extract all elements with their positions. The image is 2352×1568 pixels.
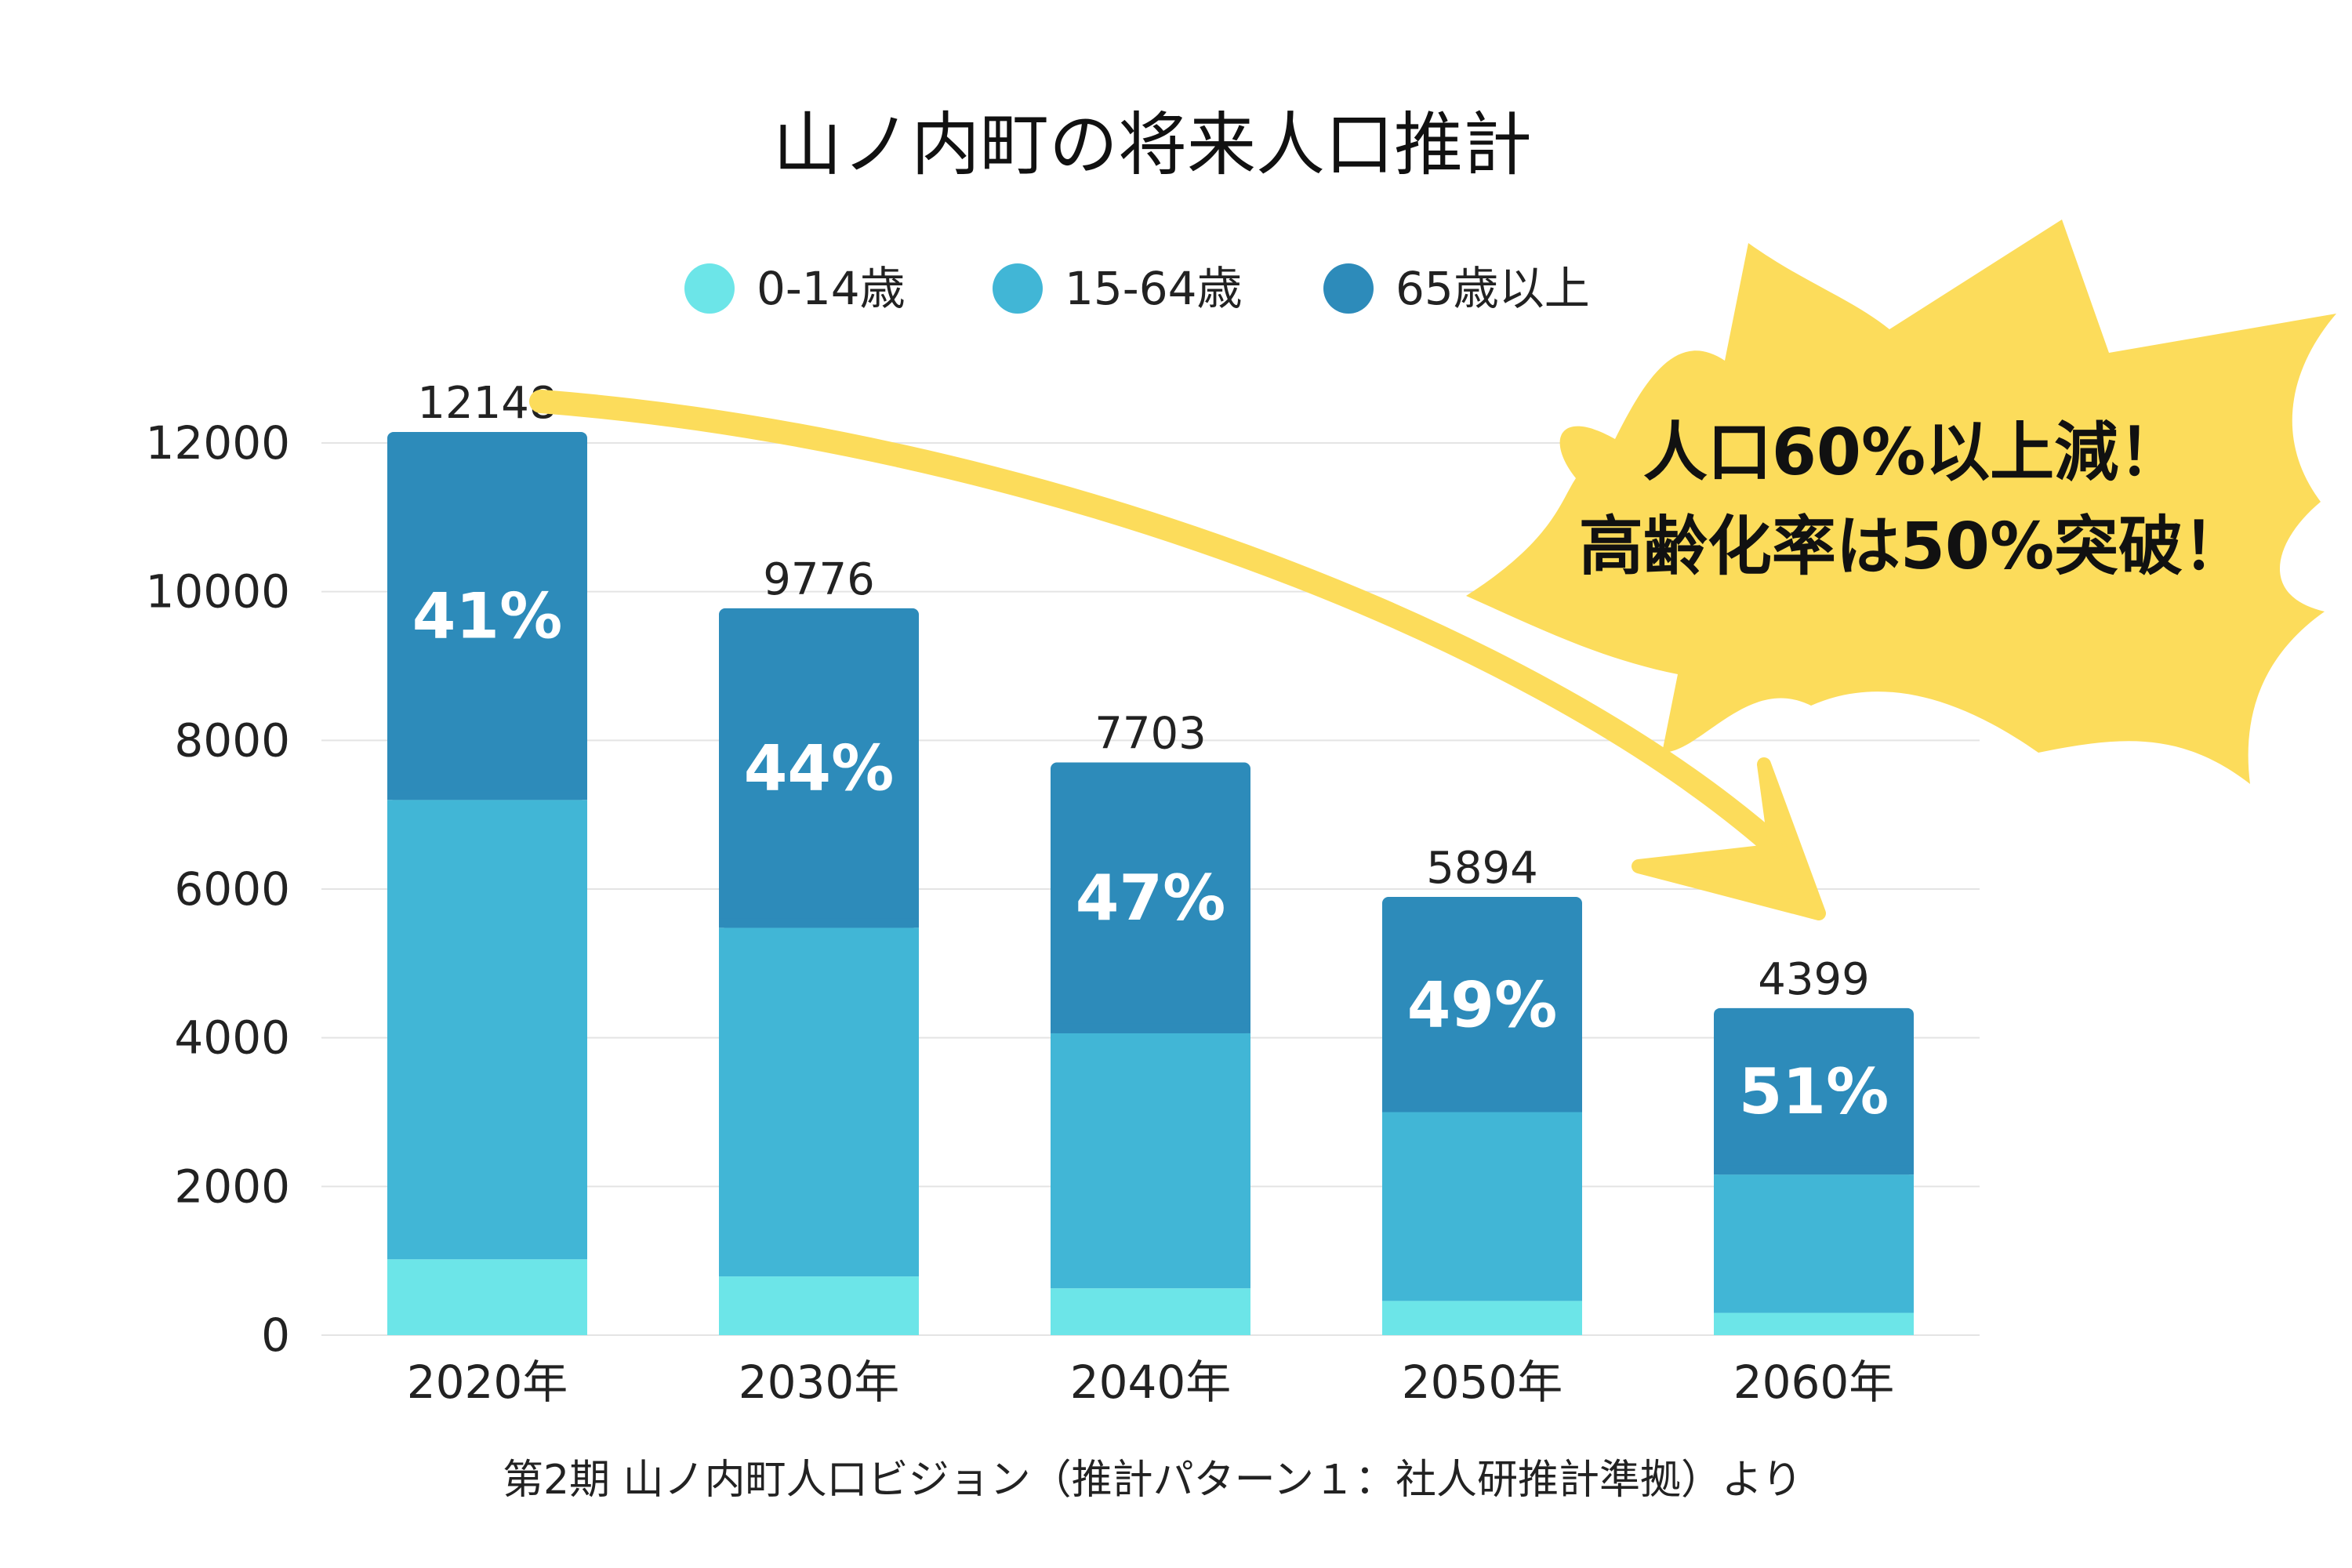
trend-arrow-shaft xyxy=(529,390,1791,862)
y-tick-label: 10000 xyxy=(145,565,290,619)
bar-segment-0-14 xyxy=(1382,1301,1582,1335)
total-label: 9776 xyxy=(763,554,875,605)
x-axis-labels: 2020年 2030年 2040年 2050年 2060年 xyxy=(407,1356,1895,1409)
bar-segment-0-14 xyxy=(1714,1312,1914,1335)
total-label: 7703 xyxy=(1094,708,1207,759)
legend-swatch-65plus xyxy=(1323,263,1374,314)
elderly-ratio-label: 49% xyxy=(1407,968,1557,1041)
bar-segment-65plus xyxy=(387,431,587,800)
x-tick-label: 2040年 xyxy=(1070,1356,1232,1409)
bar-group: 44% 9776 xyxy=(719,554,919,1335)
bar-segment-0-14 xyxy=(719,1276,919,1335)
bar-segment-65plus-base xyxy=(719,918,919,928)
burst-callout: 人口60%以上減！ 高齢化率は50%突破！ xyxy=(1466,220,2336,784)
bar-segment-65plus xyxy=(1051,762,1250,1033)
elderly-ratio-label: 51% xyxy=(1739,1055,1889,1128)
y-tick-label: 12000 xyxy=(145,416,290,470)
y-tick-label: 8000 xyxy=(174,713,290,767)
bar-segment-65plus-base xyxy=(387,790,587,800)
elderly-ratio-label: 41% xyxy=(412,580,562,653)
bar-segment-65plus-base xyxy=(1382,1102,1582,1112)
elderly-ratio-label: 44% xyxy=(744,732,894,805)
x-tick-label: 2050年 xyxy=(1402,1356,1563,1409)
bar-segment-15-64 xyxy=(719,927,919,1277)
bar-segment-65plus xyxy=(719,608,919,928)
bar-segment-65plus-base xyxy=(1714,1165,1914,1175)
legend-label-15-64: 15-64歳 xyxy=(1065,262,1243,315)
legend-item-65plus: 65歳以上 xyxy=(1323,262,1590,315)
burst-shape xyxy=(1466,220,2336,784)
x-tick-label: 2020年 xyxy=(407,1356,568,1409)
bar-segment-65plus xyxy=(1382,897,1582,1112)
bar-group: 41%12148 xyxy=(387,378,587,1335)
total-label: 5894 xyxy=(1426,843,1538,894)
bar-segment-15-64 xyxy=(1051,1033,1250,1289)
chart-title: 山ノ内町の将来人口推計 xyxy=(773,104,1532,185)
bar-segment-0-14 xyxy=(387,1259,587,1335)
legend-label-0-14: 0-14歳 xyxy=(757,262,906,315)
bar-segment-15-64 xyxy=(1382,1112,1582,1301)
bar-group: 51% 4399 xyxy=(1714,954,1914,1335)
legend-label-65plus: 65歳以上 xyxy=(1396,262,1590,315)
elderly-ratio-label: 47% xyxy=(1076,862,1225,935)
legend-item-15-64: 15-64歳 xyxy=(993,262,1243,315)
legend-swatch-0-14 xyxy=(684,263,735,314)
bar-group: 47% 7703 xyxy=(1051,708,1250,1335)
legend-item-0-14: 0-14歳 xyxy=(684,262,906,315)
x-tick-label: 2030年 xyxy=(739,1356,900,1409)
y-tick-label: 4000 xyxy=(174,1011,290,1065)
bar-segment-65plus-base xyxy=(1051,1023,1250,1033)
y-tick-label: 6000 xyxy=(174,862,290,916)
bar-group: 49% 5894 xyxy=(1382,843,1582,1335)
bar-segment-15-64 xyxy=(1714,1174,1914,1313)
x-tick-label: 2060年 xyxy=(1733,1356,1895,1409)
y-tick-label: 2000 xyxy=(174,1160,290,1213)
y-tick-label: 0 xyxy=(261,1308,290,1362)
legend: 0-14歳 15-64歳 65歳以上 xyxy=(684,262,1590,315)
bars: 41%12148 44% 9776 47% 7703 49% 5894 51% 4399 xyxy=(387,378,1914,1335)
burst-line-1: 人口60%以上減！ xyxy=(1643,416,2183,490)
bar-segment-65plus xyxy=(1714,1007,1914,1175)
bar-segment-0-14 xyxy=(1051,1288,1250,1335)
y-axis-ticks: 0 2000 4000 6000 8000 10000 12000 xyxy=(145,416,290,1362)
burst-line-2: 高齢化率は50%突破！ xyxy=(1579,510,2247,584)
trend-arrow-head xyxy=(1632,757,1826,920)
source-note: 第2期 山ノ内町人口ビジョン（推計パターン１：社人研推計準拠）より xyxy=(503,1457,1802,1504)
bar-segment-15-64 xyxy=(387,800,587,1260)
trend-arrow xyxy=(529,390,1826,920)
legend-swatch-15-64 xyxy=(993,263,1043,314)
total-label: 4399 xyxy=(1758,954,1870,1005)
